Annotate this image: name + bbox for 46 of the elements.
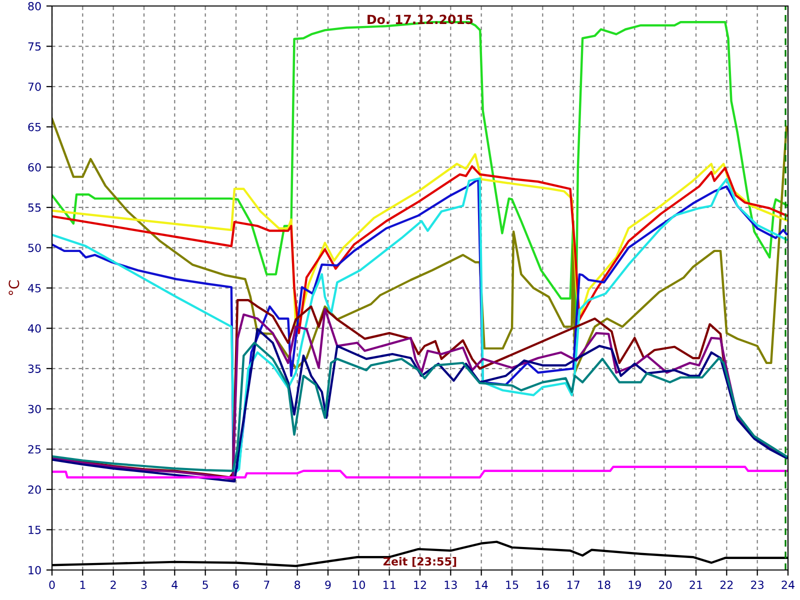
x-tick-label: 9 bbox=[325, 580, 331, 590]
x-tick-label: 7 bbox=[264, 580, 270, 589]
x-tick-label: 16 bbox=[536, 580, 550, 590]
x-tick-label: 21 bbox=[690, 580, 702, 589]
y-tick-label: 65 bbox=[28, 122, 41, 132]
y-tick-label: 55 bbox=[28, 204, 41, 212]
x-tick-label: 11 bbox=[383, 580, 396, 589]
x-tick-label: 19 bbox=[628, 580, 641, 590]
x-tick-label: 12 bbox=[414, 580, 426, 589]
y-tick-label: 10 bbox=[28, 566, 41, 574]
y-tick-label: 80 bbox=[28, 2, 41, 10]
x-tick-label: 20 bbox=[659, 580, 672, 590]
x-tick-label: 1 bbox=[80, 580, 86, 589]
x-tick-label: 17 bbox=[567, 580, 580, 589]
y-tick-label: 70 bbox=[28, 82, 41, 91]
y-tick-label: 35 bbox=[28, 364, 41, 373]
text: Do. 17.12.2015 bbox=[368, 14, 473, 24]
x-tick-label: 3 bbox=[141, 580, 147, 590]
x-tick-label: 10 bbox=[352, 580, 365, 590]
x-tick-label: 2 bbox=[110, 580, 116, 589]
x-tick-label: 6 bbox=[233, 580, 239, 590]
x-tick-label: 0 bbox=[49, 580, 55, 590]
y-tick-label: 30 bbox=[28, 404, 41, 414]
y-tick-label: 40 bbox=[28, 324, 41, 333]
y-tick-label: 45 bbox=[28, 284, 41, 292]
x-tick-label: 4 bbox=[172, 580, 178, 589]
y-tick-label: 75 bbox=[28, 42, 41, 51]
y-tick-label: 20 bbox=[28, 485, 41, 494]
x-tick-label: 22 bbox=[720, 580, 733, 589]
x-tick-label: 23 bbox=[751, 580, 764, 590]
x-tick-label: 13 bbox=[444, 580, 457, 590]
y-tick-label: 50 bbox=[28, 244, 41, 252]
x-tick-label: 8 bbox=[294, 580, 300, 590]
y-tick-label: 60 bbox=[28, 163, 41, 172]
line-series bbox=[52, 466, 788, 478]
line-series bbox=[52, 342, 788, 472]
line-series bbox=[52, 118, 788, 374]
annotation: Zeit [23:55] bbox=[383, 556, 456, 567]
y-tick-label: 25 bbox=[28, 445, 41, 454]
x-tick-label: 18 bbox=[598, 580, 610, 590]
x-tick-label: 5 bbox=[202, 580, 208, 590]
y-axis-title: °C bbox=[8, 280, 20, 295]
y-tick-label: 15 bbox=[28, 526, 41, 534]
x-tick-label: 14 bbox=[475, 580, 488, 589]
x-tick-label: 24 bbox=[782, 580, 794, 589]
x-tick-label: 15 bbox=[506, 580, 518, 590]
